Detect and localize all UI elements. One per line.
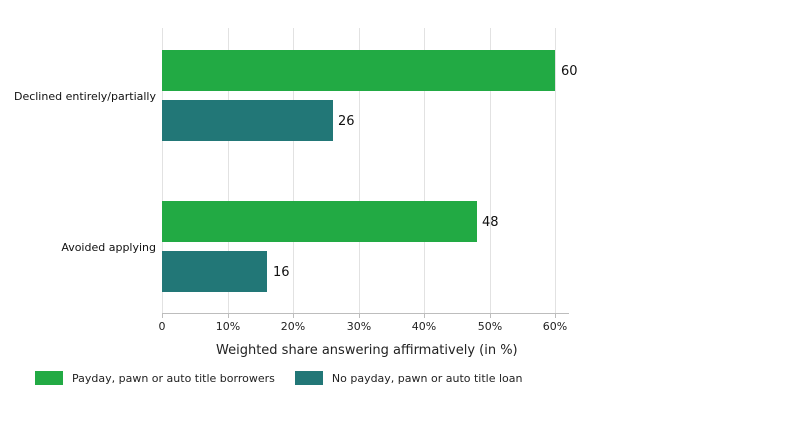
legend-swatch-icon: [294, 371, 323, 385]
gridline: [228, 28, 229, 313]
gridline: [555, 28, 556, 313]
x-tick: [490, 313, 491, 318]
y-axis-line: [162, 28, 163, 313]
bar-payday-declined: [162, 50, 555, 91]
bar-nopayday-avoided: [162, 251, 267, 292]
gridline: [293, 28, 294, 313]
x-tick-label: 10%: [215, 320, 241, 333]
value-label: 48: [482, 215, 499, 230]
x-tick: [424, 313, 425, 318]
x-tick: [228, 313, 229, 318]
value-label: 60: [561, 64, 578, 79]
x-tick-label: 50%: [477, 320, 503, 333]
gridline: [359, 28, 360, 313]
legend: Payday, pawn or auto title borrowers No …: [35, 371, 543, 385]
legend-item-no-payday[interactable]: No payday, pawn or auto title loan: [294, 371, 523, 385]
x-tick-label: 40%: [411, 320, 437, 333]
value-label: 26: [338, 114, 355, 129]
category-label: Declined entirely/partially: [13, 90, 156, 103]
x-axis-title: Weighted share answering affirmatively (…: [216, 343, 518, 358]
bar-nopayday-declined: [162, 100, 333, 141]
x-axis: [162, 313, 569, 314]
value-label: 16: [273, 265, 290, 280]
legend-swatch-icon: [35, 371, 63, 385]
x-tick-label: 0: [158, 320, 166, 333]
x-tick: [162, 313, 163, 318]
bar-payday-avoided: [162, 201, 477, 242]
x-tick-label: 60%: [542, 320, 568, 333]
gridline: [424, 28, 425, 313]
x-tick-label: 30%: [346, 320, 372, 333]
x-tick: [293, 313, 294, 318]
gridline: [490, 28, 491, 313]
category-label: Avoided applying: [61, 241, 156, 254]
legend-label: Payday, pawn or auto title borrowers: [72, 371, 275, 385]
x-tick-label: 20%: [280, 320, 306, 333]
x-tick: [359, 313, 360, 318]
legend-label: No payday, pawn or auto title loan: [331, 371, 523, 385]
x-tick: [555, 313, 556, 318]
legend-item-payday[interactable]: Payday, pawn or auto title borrowers: [35, 371, 275, 385]
